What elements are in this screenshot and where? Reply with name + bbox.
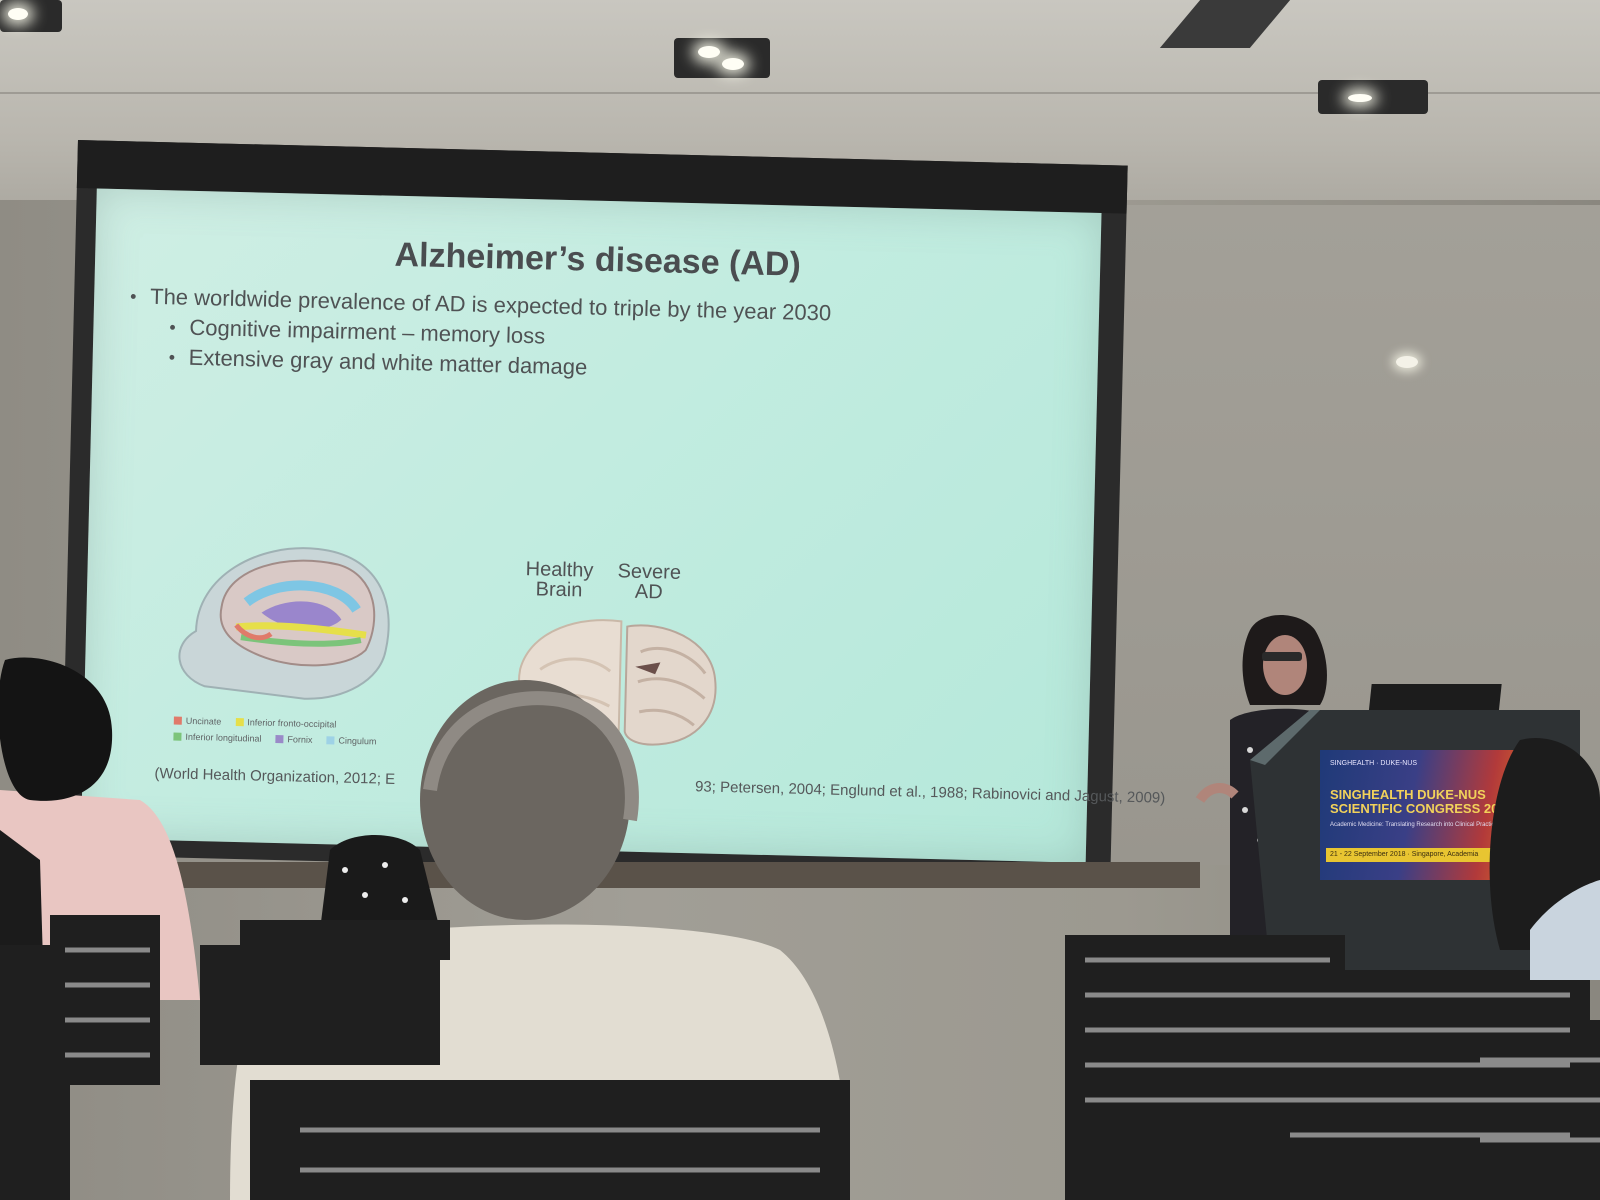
- banner-tagline: Academic Medicine: Translating Research …: [1330, 822, 1498, 828]
- white-matter-tracts-figure: [178, 547, 390, 700]
- wall-ledge: [150, 862, 1200, 888]
- ceiling-light: [0, 0, 62, 32]
- ceiling-light: [674, 38, 770, 78]
- banner-dates: 21 - 22 September 2018 · Singapore, Acad…: [1326, 848, 1511, 862]
- banner-org: SINGHEALTH · DUKE-NUS: [1330, 760, 1417, 767]
- ceiling-seam: [0, 92, 1600, 94]
- podium-banner: SINGHEALTH · DUKE-NUS SINGHEALTH DUKE-NU…: [1320, 750, 1520, 880]
- banner-title: SINGHEALTH DUKE-NUS SCIENTIFIC CONGRESS …: [1330, 787, 1513, 816]
- wall-light-reflection: [1396, 356, 1418, 368]
- ceiling-light: [1318, 80, 1428, 114]
